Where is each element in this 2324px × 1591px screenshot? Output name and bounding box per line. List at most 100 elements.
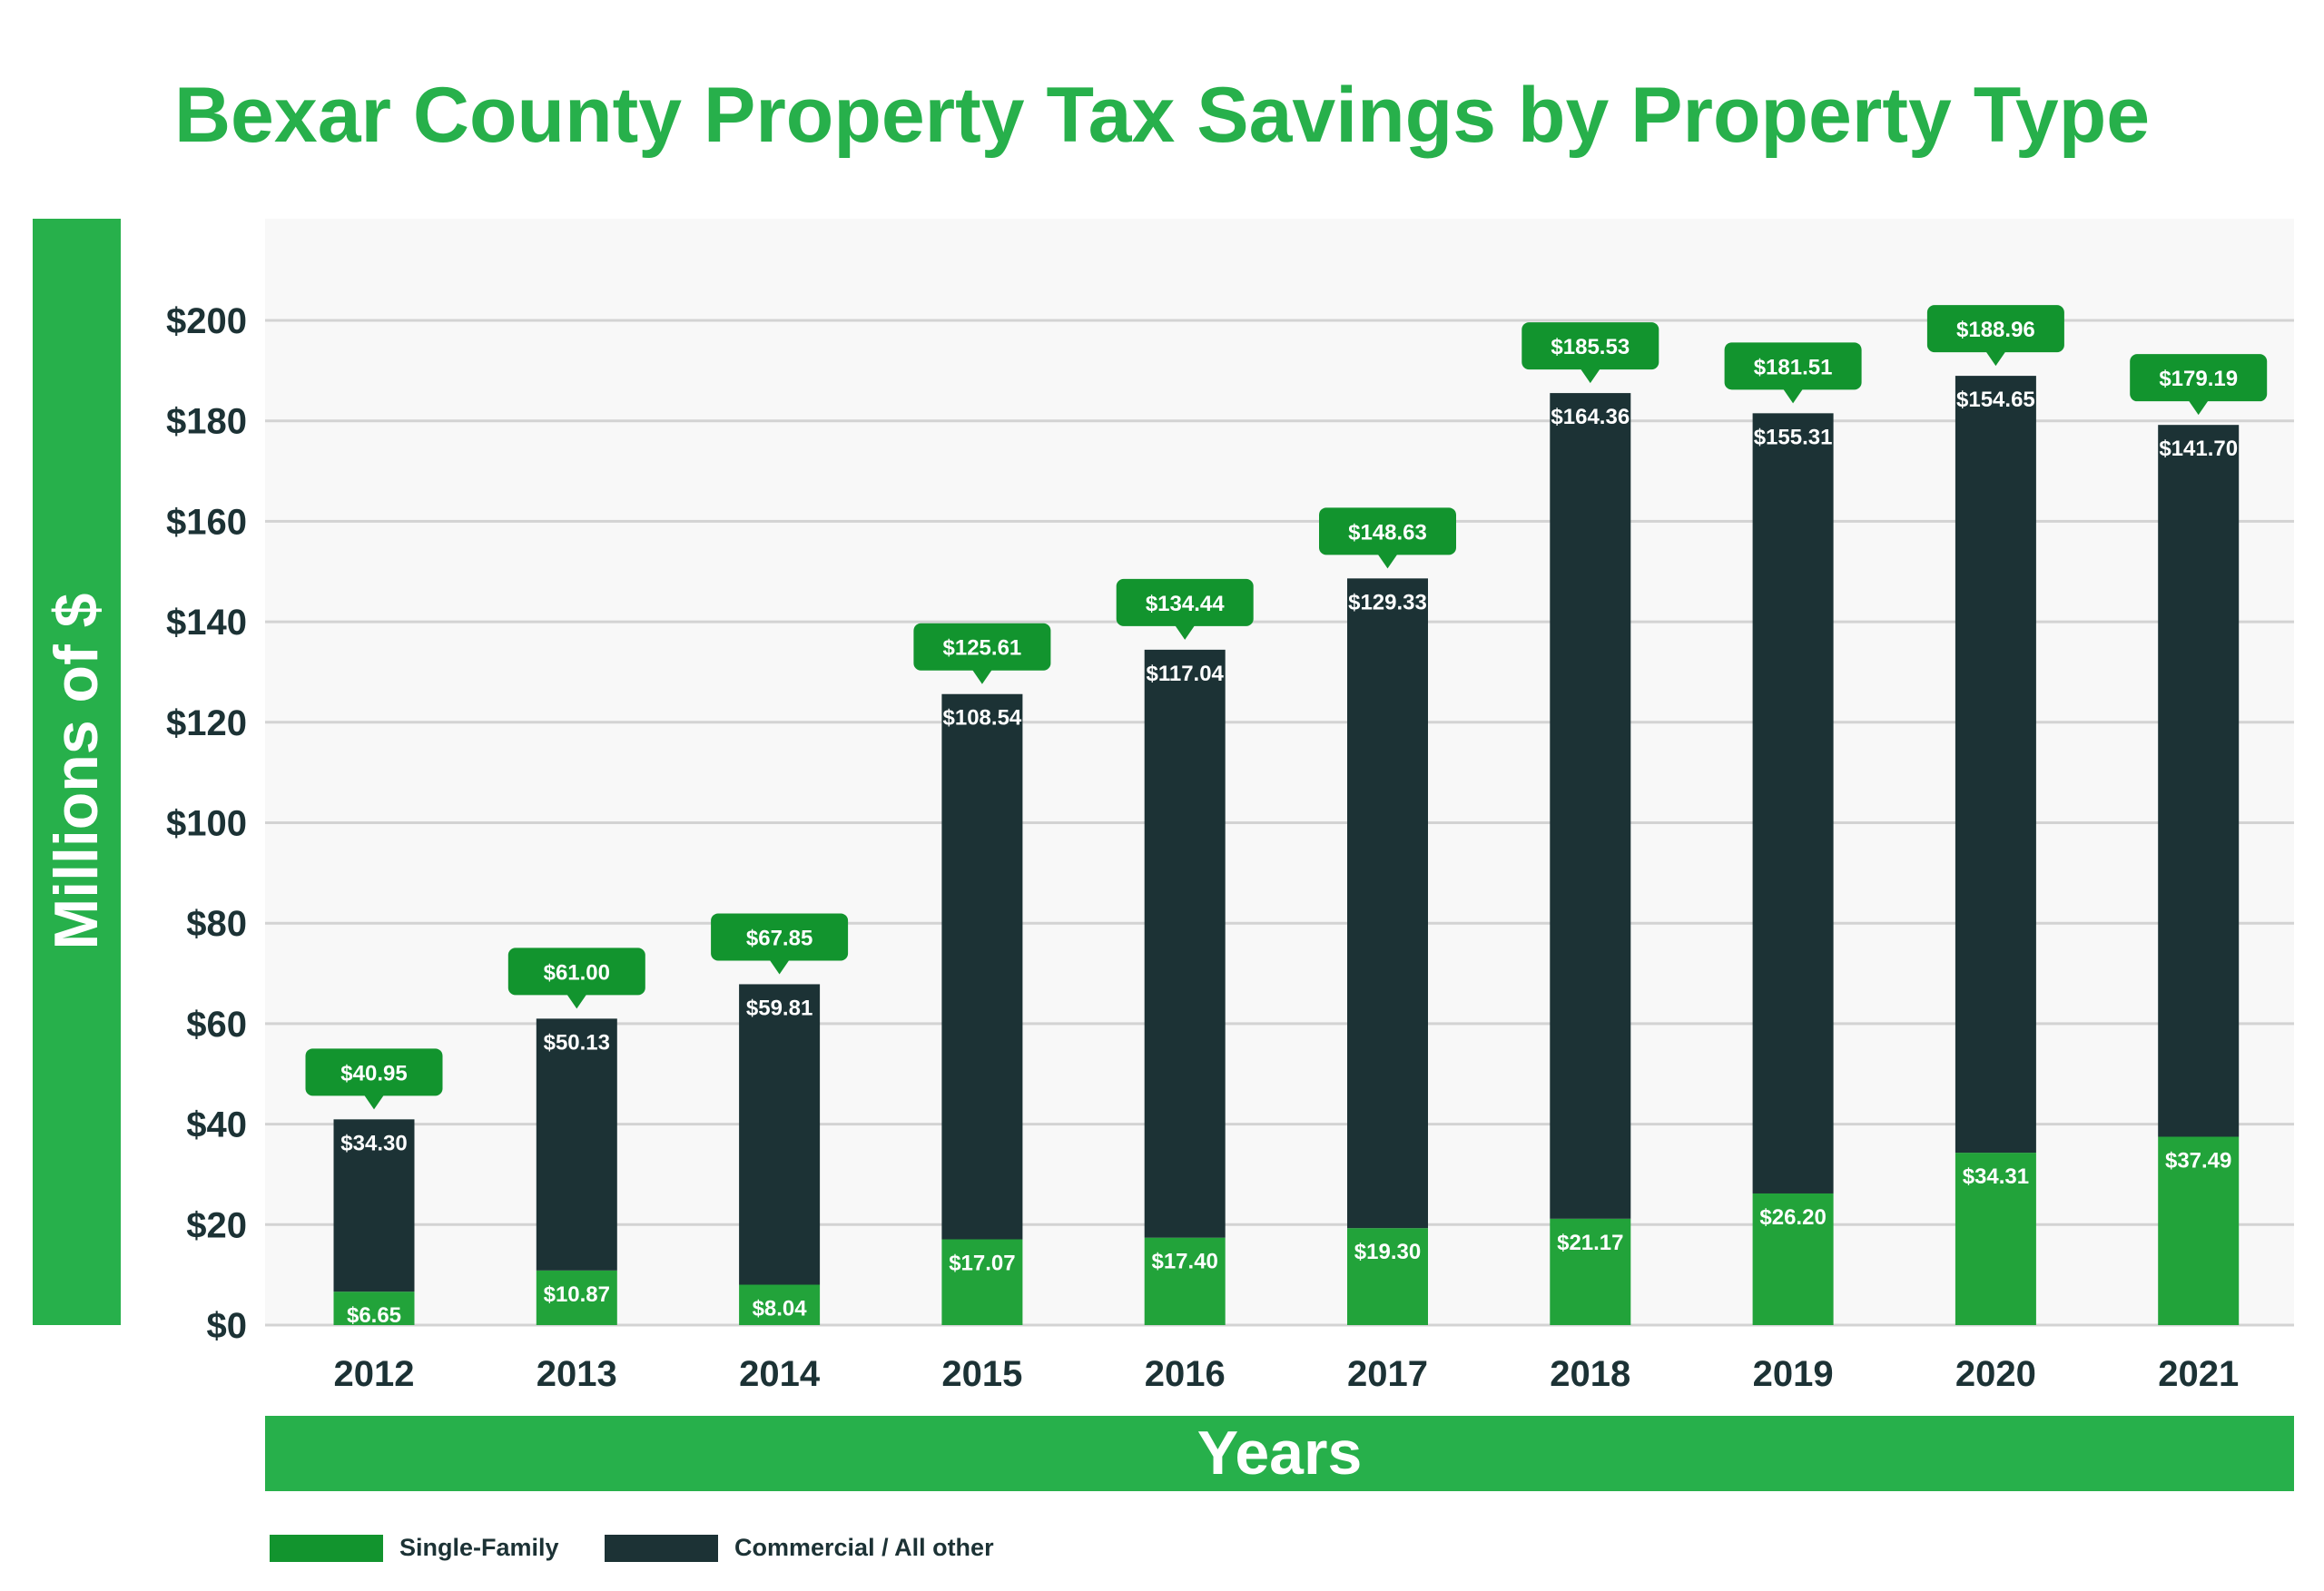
data-label-single-family: $21.17 xyxy=(1557,1231,1623,1255)
total-callout xyxy=(2130,354,2268,402)
legend-item-commercial: Commercial / All other xyxy=(605,1534,994,1562)
y-tick-label: $80 xyxy=(186,904,247,944)
x-axis-label: Years xyxy=(265,1416,2294,1491)
y-tick-label: $20 xyxy=(186,1205,247,1245)
data-label-commercial: $50.13 xyxy=(544,1030,610,1055)
y-tick-label: $120 xyxy=(166,703,247,743)
data-label-single-family: $8.04 xyxy=(753,1296,808,1321)
data-label-total: $188.96 xyxy=(1956,318,2035,342)
data-label-single-family: $26.20 xyxy=(1759,1205,1826,1230)
callout-pointer xyxy=(1175,624,1196,640)
data-label-commercial: $108.54 xyxy=(943,706,1022,731)
bar-commercial xyxy=(1144,649,1226,1238)
total-callout xyxy=(711,913,849,961)
bar-single-family xyxy=(1347,1228,1428,1325)
bar-single-family xyxy=(536,1270,617,1325)
bar-single-family xyxy=(1955,1153,2036,1325)
data-label-single-family: $34.31 xyxy=(1963,1164,2029,1189)
callout-pointer xyxy=(566,994,587,1009)
legend-swatch-commercial xyxy=(605,1534,718,1562)
data-label-total: $61.00 xyxy=(544,960,610,985)
data-label-commercial: $117.04 xyxy=(1146,662,1224,686)
legend-item-single-family: Single-Family xyxy=(270,1534,559,1562)
total-callout xyxy=(1319,507,1456,555)
y-axis-label-band xyxy=(33,219,121,1325)
x-tick-label: 2014 xyxy=(739,1354,821,1394)
total-callout xyxy=(913,623,1051,671)
bar-single-family xyxy=(1144,1237,1226,1325)
data-label-single-family: $17.40 xyxy=(1151,1250,1217,1274)
x-tick-label: 2016 xyxy=(1145,1354,1226,1394)
y-tick-label: $140 xyxy=(166,603,247,643)
data-label-total: $181.51 xyxy=(1754,355,1833,379)
bar-commercial xyxy=(333,1119,415,1292)
x-tick-label: 2019 xyxy=(1753,1354,1834,1394)
y-tick-label: $180 xyxy=(166,402,247,442)
data-label-single-family: $19.30 xyxy=(1354,1240,1421,1264)
total-callout xyxy=(1116,578,1254,626)
callout-pointer xyxy=(1377,554,1398,569)
x-tick-label: 2017 xyxy=(1347,1354,1428,1394)
data-label-commercial: $34.30 xyxy=(340,1131,407,1155)
data-label-total: $148.63 xyxy=(1348,520,1427,545)
bar-commercial xyxy=(2158,425,2240,1137)
y-tick-label: $60 xyxy=(186,1005,247,1045)
bar-commercial xyxy=(536,1018,617,1271)
bar-single-family xyxy=(333,1291,415,1325)
data-label-total: $67.85 xyxy=(746,926,812,950)
legend-label: Single-Family xyxy=(399,1534,559,1561)
data-label-commercial: $141.70 xyxy=(2159,437,2238,461)
data-label-single-family: $37.49 xyxy=(2165,1148,2231,1173)
data-label-total: $185.53 xyxy=(1551,335,1630,359)
x-tick-label: 2021 xyxy=(2158,1354,2239,1394)
callout-pointer xyxy=(364,1095,384,1110)
data-label-total: $179.19 xyxy=(2159,367,2238,391)
total-callout xyxy=(305,1048,443,1096)
x-tick-label: 2015 xyxy=(941,1354,1022,1394)
callout-pointer xyxy=(2188,400,2209,416)
data-label-commercial: $59.81 xyxy=(746,996,812,1020)
bar-single-family xyxy=(941,1239,1023,1325)
y-tick-label: $40 xyxy=(186,1105,247,1145)
data-label-commercial: $154.65 xyxy=(1956,388,2035,412)
bar-commercial xyxy=(739,984,821,1285)
bar-single-family xyxy=(1752,1193,1834,1325)
bar-commercial xyxy=(1955,376,2036,1154)
legend-swatch-single-family xyxy=(270,1534,383,1562)
x-tick-label: 2012 xyxy=(334,1354,415,1394)
bar-single-family xyxy=(739,1284,821,1325)
legend-label: Commercial / All other xyxy=(734,1534,994,1561)
data-label-total: $40.95 xyxy=(340,1061,407,1085)
bar-commercial xyxy=(1347,578,1428,1229)
data-label-total: $125.61 xyxy=(943,636,1022,661)
bar-single-family xyxy=(2158,1136,2240,1325)
y-tick-label: $0 xyxy=(207,1306,248,1346)
y-tick-label: $200 xyxy=(166,301,247,341)
callout-pointer xyxy=(1985,351,2006,367)
data-label-single-family: $17.07 xyxy=(949,1252,1015,1276)
data-label-commercial: $164.36 xyxy=(1551,405,1630,429)
total-callout xyxy=(1926,305,2064,353)
x-tick-label: 2020 xyxy=(1955,1354,2036,1394)
bar-commercial xyxy=(1752,413,1834,1193)
callout-pointer xyxy=(1783,388,1804,404)
bar-commercial xyxy=(941,693,1023,1240)
bar-single-family xyxy=(1550,1218,1631,1325)
x-tick-label: 2018 xyxy=(1550,1354,1630,1394)
data-label-commercial: $129.33 xyxy=(1348,590,1427,614)
total-callout xyxy=(1724,342,1862,390)
total-callout xyxy=(1521,322,1659,370)
chart-title: Bexar County Property Tax Savings by Pro… xyxy=(173,72,2151,159)
callout-pointer xyxy=(971,669,992,684)
total-callout xyxy=(507,948,645,996)
data-label-total: $134.44 xyxy=(1146,592,1225,616)
x-tick-label: 2013 xyxy=(537,1354,617,1394)
bar-commercial xyxy=(1550,393,1631,1219)
y-tick-label: $100 xyxy=(166,804,247,844)
data-label-commercial: $155.31 xyxy=(1754,425,1833,449)
data-label-single-family: $10.87 xyxy=(544,1282,610,1307)
data-label-single-family: $6.65 xyxy=(347,1303,401,1328)
callout-pointer xyxy=(1580,368,1600,384)
callout-pointer xyxy=(769,959,790,975)
